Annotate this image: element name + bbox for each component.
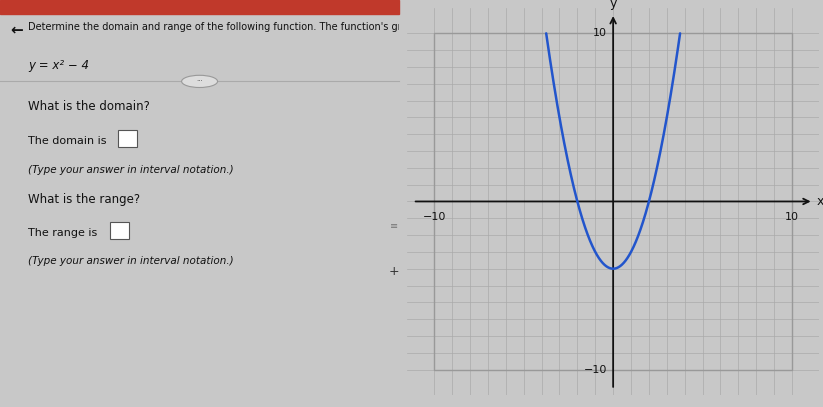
Text: y = x² − 4: y = x² − 4 [28, 59, 89, 72]
Text: ≡: ≡ [390, 221, 398, 231]
Bar [118, 130, 137, 147]
Bar [0, 0, 399, 14]
Ellipse shape [182, 75, 217, 88]
Text: −10: −10 [584, 365, 607, 374]
Text: 10: 10 [785, 212, 799, 221]
Text: +: + [388, 265, 399, 278]
Text: (Type your answer in interval notation.): (Type your answer in interval notation.) [28, 256, 234, 267]
Text: ···: ··· [196, 79, 203, 84]
Text: What is the domain?: What is the domain? [28, 100, 150, 113]
Text: What is the range?: What is the range? [28, 193, 140, 206]
Text: (Type your answer in interval notation.): (Type your answer in interval notation.) [28, 165, 234, 175]
Text: −10: −10 [422, 212, 446, 221]
Bar [109, 222, 129, 239]
Text: x: x [816, 195, 823, 208]
Text: 10: 10 [593, 28, 607, 38]
Text: The range is: The range is [28, 228, 97, 238]
Text: The domain is: The domain is [28, 136, 106, 147]
Text: y: y [610, 0, 616, 10]
Text: ←: ← [10, 22, 23, 37]
Text: Determine the domain and range of the following function. The function's graph i: Determine the domain and range of the fo… [28, 22, 527, 33]
Bar [435, 33, 792, 370]
